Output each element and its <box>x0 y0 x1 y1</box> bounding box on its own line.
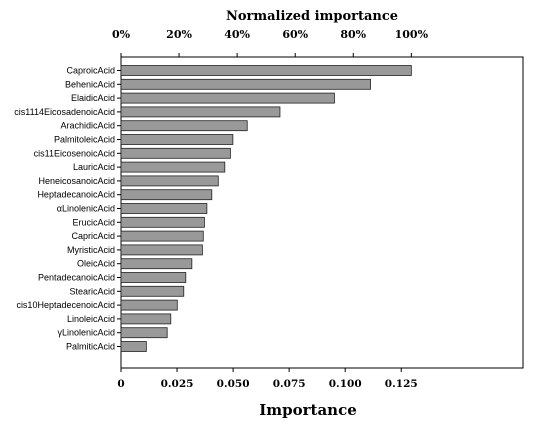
category-label: PentadecanoicAcid <box>38 273 115 283</box>
category-label: HeptadecanoicAcid <box>37 190 115 200</box>
bar <box>120 230 204 242</box>
bar <box>120 92 335 104</box>
category-label: BehenicAcid <box>65 79 115 89</box>
bottom-tick-label: 0.025 <box>161 378 194 390</box>
bottom-tick-label: 0.125 <box>385 378 418 390</box>
category-label: ElaidicAcid <box>71 93 115 103</box>
bar <box>120 203 208 214</box>
category-label: MyristicAcid <box>67 245 115 255</box>
category-label: γLinolenicAcid <box>57 328 115 338</box>
bar <box>120 78 371 90</box>
top-tick-label: 80% <box>340 28 366 41</box>
bar <box>120 327 168 339</box>
bars-group <box>120 65 412 352</box>
top-axis-ticks: 0% 20% 40% 60% 80% 100% <box>112 28 429 57</box>
category-label: LinoleicAcid <box>67 314 115 324</box>
bar <box>120 258 193 270</box>
bar <box>120 313 172 325</box>
bar <box>120 106 281 118</box>
bar <box>120 134 234 145</box>
bar <box>120 120 248 132</box>
top-tick-label: 0% <box>112 28 131 41</box>
bar <box>120 272 187 283</box>
category-label: cis10HeptadecenoicAcid <box>16 300 115 310</box>
category-label: OleicAcid <box>77 259 115 269</box>
bar <box>120 341 147 352</box>
bar <box>120 65 412 76</box>
bar <box>120 147 231 159</box>
bottom-tick-label: 0 <box>117 378 124 390</box>
bottom-tick-label: 0.075 <box>273 378 306 390</box>
bar <box>120 244 203 256</box>
category-label: ArachidicAcid <box>60 121 115 131</box>
category-label: CaproicAcid <box>66 66 115 76</box>
category-labels-group: CaproicAcid BehenicAcid ElaidicAcid cis1114… <box>14 66 121 352</box>
bottom-axis-ticks: 0 0.025 0.050 0.075 0.100 0.125 <box>117 368 418 390</box>
bottom-axis-title: Importance <box>259 401 357 419</box>
bar <box>120 299 178 311</box>
category-label: CapricAcid <box>71 231 115 241</box>
category-label: PalmiticAcid <box>66 342 115 352</box>
bar <box>120 216 205 228</box>
bar <box>120 175 219 187</box>
category-label: cis11EicosenoicAcid <box>34 148 115 158</box>
category-label: LauricAcid <box>73 162 115 172</box>
category-label: HeneicosanoicAcid <box>38 176 115 186</box>
category-label: cis1114EicosadenoicAcid <box>14 107 115 117</box>
bottom-tick-label: 0.050 <box>217 378 250 390</box>
category-label: StearicAcid <box>69 286 115 296</box>
top-axis-title: Normalized importance <box>226 9 398 24</box>
top-tick-label: 20% <box>166 28 192 41</box>
bar <box>120 161 226 173</box>
category-label: PalmitoleicAcid <box>54 135 115 145</box>
category-label: ErucicAcid <box>72 217 115 227</box>
bar <box>120 189 213 201</box>
top-tick-label: 100% <box>395 28 429 41</box>
category-label: αLinolenicAcid <box>57 204 115 214</box>
top-tick-label: 60% <box>282 28 308 41</box>
top-tick-label: 40% <box>224 28 250 41</box>
bottom-tick-label: 0.100 <box>329 378 362 390</box>
bar <box>120 285 185 297</box>
